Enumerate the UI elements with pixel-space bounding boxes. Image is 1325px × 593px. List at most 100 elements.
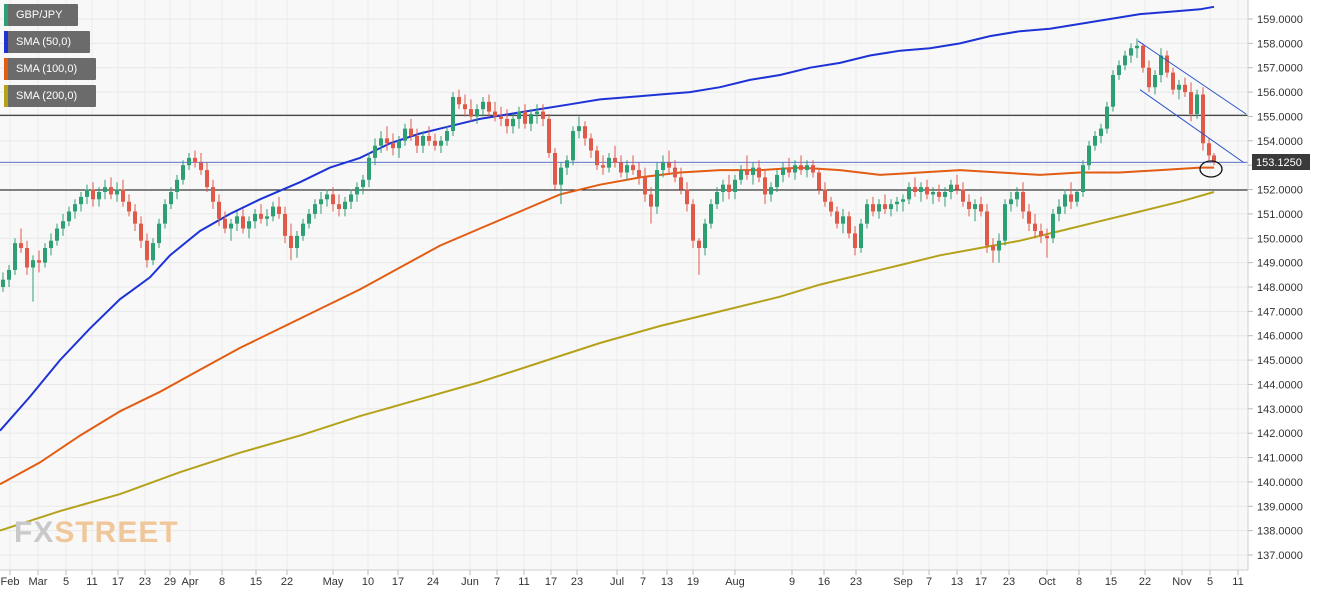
x-tick-label: 23 (571, 576, 583, 588)
candle (391, 133, 395, 156)
candle-body (319, 199, 323, 205)
x-tick-label: 23 (850, 576, 862, 588)
legend-item-sma50[interactable]: SMA (50,0) (4, 31, 90, 53)
candle-body (31, 260, 35, 268)
highlight-circle (1199, 160, 1223, 178)
candle-body (559, 167, 563, 185)
candle-body (925, 187, 929, 195)
candle-body (979, 204, 983, 212)
candle (721, 179, 725, 202)
candle (1039, 223, 1043, 244)
candle (67, 206, 71, 227)
candle (331, 187, 335, 212)
candle-body (343, 201, 347, 210)
x-tick-label: 22 (1139, 576, 1151, 588)
candle (955, 174, 959, 195)
y-tick-label: 154.0000 (1257, 136, 1303, 148)
y-tick-label: 145.0000 (1257, 355, 1303, 367)
candle (403, 123, 407, 146)
legend-item-sma100[interactable]: SMA (100,0) (4, 58, 96, 80)
candle (505, 109, 509, 134)
candles (1, 38, 1216, 302)
candle-body (211, 187, 215, 202)
plot-background (0, 0, 1248, 570)
candle (805, 160, 809, 178)
candle-body (715, 191, 719, 205)
candle-body (481, 101, 485, 110)
x-tick-label: 15 (250, 576, 262, 588)
candle (1177, 79, 1181, 100)
candle (775, 170, 779, 192)
candle-body (535, 111, 539, 115)
legend-label: SMA (100,0) (16, 63, 78, 75)
candle (601, 155, 605, 175)
candle-body (727, 184, 731, 192)
candle-body (1117, 65, 1121, 76)
candle-body (721, 184, 725, 192)
current-price-badge: 153.1250 (1252, 154, 1310, 170)
x-tick-label: Aug (725, 576, 745, 588)
candle (415, 128, 419, 153)
legend-item-sma200[interactable]: SMA (200,0) (4, 85, 96, 107)
candle-body (913, 187, 917, 192)
candle (367, 153, 371, 188)
x-tick-label: 17 (975, 576, 987, 588)
candle-body (1153, 75, 1157, 88)
candle (1129, 43, 1133, 63)
candle-body (853, 233, 857, 249)
candle-body (301, 223, 305, 236)
candle (349, 189, 353, 210)
y-tick-label: 141.0000 (1257, 453, 1303, 465)
candle-body (907, 187, 911, 200)
y-tick-label: 140.0000 (1257, 477, 1303, 489)
candle (1015, 187, 1019, 207)
candle-body (73, 204, 77, 212)
candle-body (247, 221, 251, 229)
candle-body (1195, 94, 1199, 115)
candle (451, 92, 455, 136)
candle-body (775, 174, 779, 188)
candle-body (739, 170, 743, 180)
candle (685, 182, 689, 212)
y-tick-label: 147.0000 (1257, 306, 1303, 318)
candle-body (67, 211, 71, 222)
candle (157, 218, 161, 249)
candle (1069, 182, 1073, 210)
candle (763, 170, 767, 205)
candle-body (547, 118, 551, 153)
candle-body (289, 235, 293, 249)
candle-body (1207, 143, 1211, 156)
candle-body (1081, 165, 1085, 192)
candle (517, 106, 521, 129)
candle-body (871, 204, 875, 212)
candle-body (409, 128, 413, 136)
candle (583, 121, 587, 146)
candle (379, 131, 383, 153)
y-tick-label: 159.0000 (1257, 14, 1303, 26)
candle (703, 218, 707, 256)
legend-item-symbol[interactable]: GBP/JPY (4, 4, 78, 26)
moving-averages (0, 5, 1215, 532)
candle (361, 174, 365, 195)
candle (757, 160, 761, 183)
candle (1123, 50, 1127, 71)
candle (715, 187, 719, 210)
candle-body (679, 177, 683, 190)
candle (925, 179, 929, 200)
candle (541, 104, 545, 127)
candle (769, 182, 773, 202)
candle-body (79, 196, 83, 205)
fxstreet-logo: FXSTREET (14, 516, 179, 550)
candle (745, 155, 749, 180)
candle (835, 206, 839, 229)
candle-body (883, 204, 887, 210)
candle-body (985, 211, 989, 246)
candle-body (583, 126, 587, 139)
candle-body (331, 194, 335, 205)
candle-body (1069, 194, 1073, 202)
candle-body (19, 243, 23, 249)
candle-body (373, 145, 377, 158)
candle (181, 160, 185, 185)
x-tick-label: 17 (112, 576, 124, 588)
